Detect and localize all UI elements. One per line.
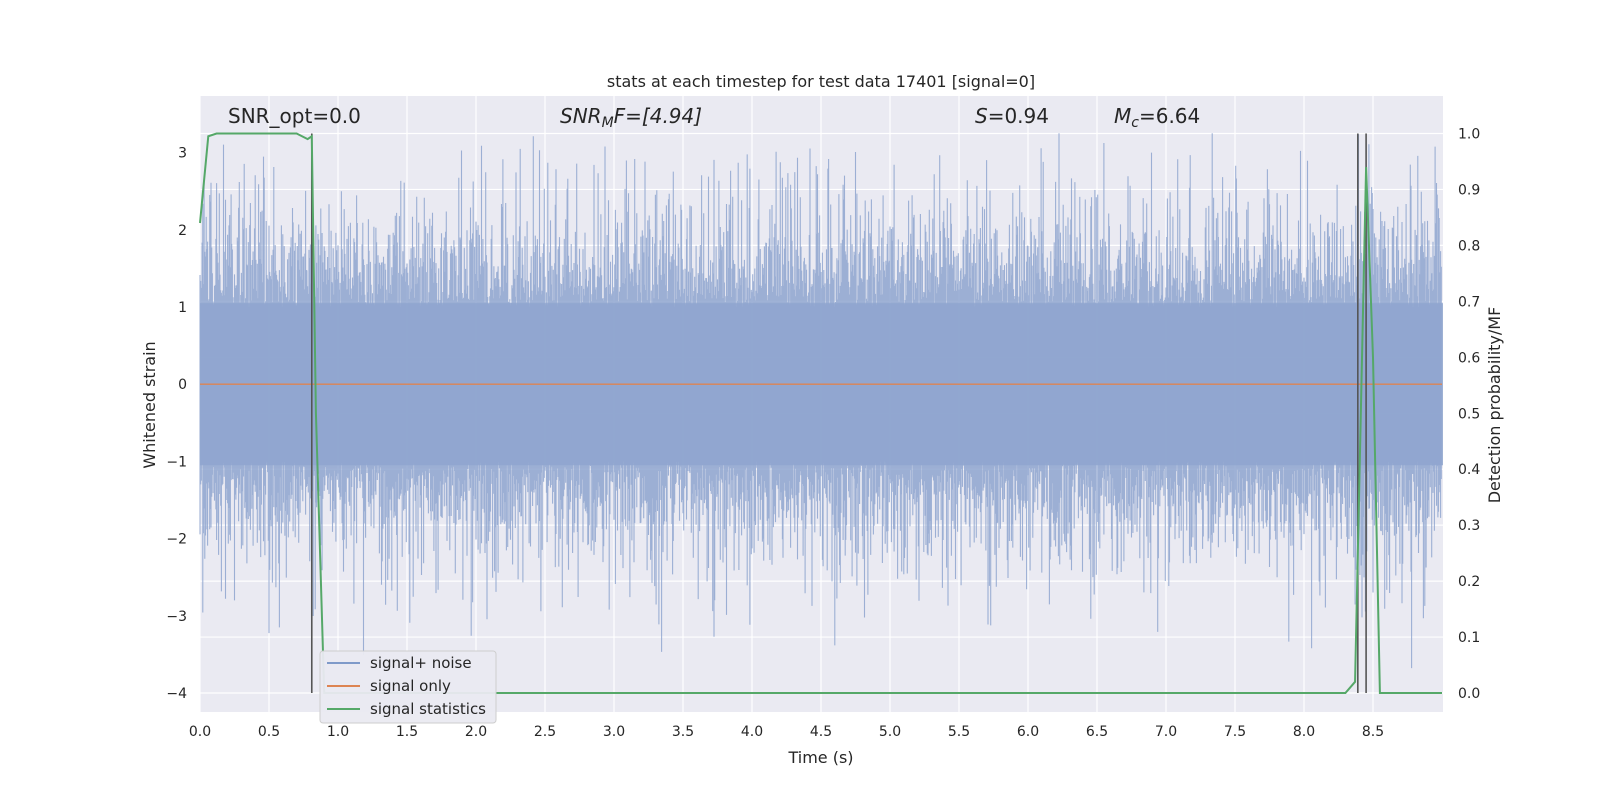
y-left-tick-label: 1 [178,300,187,316]
x-tick-label: 1.0 [327,724,349,740]
y-right-tick-label: 0.0 [1458,686,1480,702]
y-right-tick-label: 0.5 [1458,406,1480,422]
legend: signal+ noise signal only signal statist… [319,650,497,724]
x-tick-label: 8.0 [1293,724,1315,740]
series-signal-statistics [199,132,1442,694]
x-tick-labels: 0.0 0.5 1.0 1.5 2.0 2.5 3.0 3.5 4.0 4.5 5.0 5.5 6.0 6… [189,724,1384,740]
x-tick-label: 1.5 [396,724,418,740]
x-axis-label: Time (s) [787,748,853,767]
x-tick-label: 6.0 [1017,724,1039,740]
x-tick-label: 3.0 [603,724,625,740]
y-left-tick-label: −4 [166,686,187,702]
x-tick-label: 4.5 [810,724,832,740]
x-tick-label: 7.0 [1155,724,1177,740]
y-right-tick-label: 0.6 [1458,350,1480,366]
y-left-tick-label: −3 [166,609,187,625]
x-tick-label: 4.0 [741,724,763,740]
y-left-tick-label: −2 [166,532,187,548]
y-left-tick-labels: −4 −3 −2 −1 0 1 2 3 [166,146,187,702]
y-right-tick-label: 1.0 [1458,127,1480,143]
x-tick-label: 8.5 [1362,724,1384,740]
x-tick-label: 2.0 [465,724,487,740]
x-tick-label: 0.0 [189,724,211,740]
legend-label-signal-noise: signal+ noise [370,654,472,672]
annotation-s: S=0.94 [975,104,1049,128]
y-right-tick-label: 0.8 [1458,238,1480,254]
signal-statistics-line [199,132,1442,694]
x-tick-label: 2.5 [534,724,556,740]
legend-label-signal-statistics: signal statistics [370,700,486,718]
y-left-tick-label: 2 [178,223,187,239]
y-right-tick-label: 0.7 [1458,294,1480,310]
y-right-axis-label: Detection probability/MF [1485,307,1504,504]
y-right-tick-label: 0.1 [1458,630,1480,646]
y-left-tick-label: 0 [178,377,187,393]
noise-trace [199,133,1442,669]
annotation-mc: Mc=6.64 [1114,104,1200,131]
y-right-tick-label: 0.4 [1458,462,1480,478]
x-tick-label: 0.5 [258,724,280,740]
x-tick-label: 7.5 [1224,724,1246,740]
legend-box [319,650,497,724]
annotation-snr-mf: SNRMF=[4.94] [560,104,702,131]
annotation-snr-opt: SNR_opt=0.0 [228,104,361,128]
x-tick-label: 3.5 [672,724,694,740]
y-right-tick-label: 0.9 [1458,182,1480,198]
y-left-tick-label: 3 [178,146,187,162]
y-right-tick-labels: 0.0 0.1 0.2 0.3 0.4 0.5 0.6 0.7 0.8 0.9 1.0 [1458,127,1480,703]
legend-label-signal-only: signal only [370,677,451,695]
y-left-tick-label: −1 [166,454,187,470]
x-tick-label: 6.5 [1086,724,1108,740]
y-right-tick-label: 0.3 [1458,518,1480,534]
chart-title: stats at each timestep for test data 174… [607,72,1035,91]
y-left-axis-label: Whitened strain [140,341,159,468]
x-tick-label: 5.0 [879,724,901,740]
x-tick-label: 5.5 [948,724,970,740]
y-right-tick-label: 0.2 [1458,574,1480,590]
